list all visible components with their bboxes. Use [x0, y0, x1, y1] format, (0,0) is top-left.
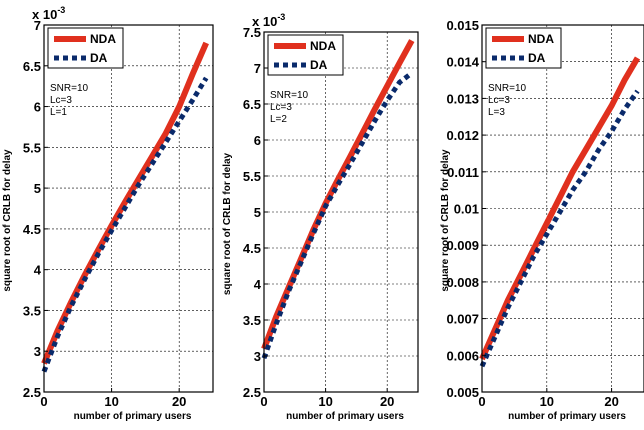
annotation: L=2 [270, 114, 287, 125]
annotation: L=1 [50, 107, 67, 118]
y-tick-label: 0.005 [446, 385, 479, 400]
y-tick-label: 0.007 [446, 312, 479, 327]
legend-label-nda: NDA [310, 39, 336, 53]
annotation: L=3 [488, 107, 505, 118]
y-tick-label: 4 [254, 277, 262, 292]
axis-exponent: x 10-3 [32, 5, 65, 22]
y-tick-label: 7.5 [243, 25, 261, 40]
legend-box [267, 34, 344, 76]
x-tick-label: 20 [172, 394, 186, 409]
x-tick-label: 20 [604, 394, 618, 409]
annotation: SNR=10 [270, 90, 309, 101]
y-tick-label: 0.008 [446, 275, 479, 290]
y-tick-label: 2.5 [243, 385, 261, 400]
y-tick-label: 5 [34, 181, 41, 196]
y-tick-label: 0.009 [446, 238, 479, 253]
y-tick-label: 2.5 [23, 385, 41, 400]
x-axis-label: number of primary users [286, 411, 404, 422]
y-tick-label: 0.015 [446, 18, 479, 33]
annotation: Lc=3 [488, 95, 510, 106]
series-line-nda [261, 39, 415, 350]
y-tick-label: 0.011 [447, 165, 479, 180]
y-tick-label: 6.5 [23, 59, 41, 74]
y-tick-label: 0.012 [446, 128, 479, 143]
x-tick-label: 0 [478, 394, 485, 409]
plot-frame [43, 24, 214, 393]
y-tick-label: 5.5 [243, 169, 261, 184]
y-tick-label: 3.5 [23, 303, 41, 318]
y-tick-label: 3.5 [243, 313, 261, 328]
panel-1: 2.5 3 3.5 4 4.5 5 5.5 6 6.5 7 0 10 20 x 10-3 number of… [2, 5, 214, 422]
x-axis-label: number of primary users [508, 411, 626, 422]
y-tick-label: 5.5 [23, 140, 41, 155]
series-line-da [41, 76, 209, 373]
panel-2: 2.5 3 3.5 4 4.5 5 5.5 6 6.5 7 7.5 0 10 20 x 10-3 number… [222, 12, 419, 422]
x-tick-label: 10 [318, 394, 332, 409]
legend-box [485, 27, 562, 69]
y-tick-label: 3 [254, 349, 261, 364]
x-tick-label: 10 [540, 394, 554, 409]
x-tick-label: 10 [104, 394, 118, 409]
x-tick-label: 0 [40, 394, 47, 409]
y-tick-label: 4 [34, 263, 42, 278]
y-tick-label: 0.014 [446, 55, 479, 70]
axis-exponent: x 10-3 [252, 12, 285, 29]
x-tick-label: 20 [380, 394, 394, 409]
y-tick-label: 5 [254, 205, 261, 220]
y-tick-label: 6 [254, 133, 261, 148]
legend-label-nda: NDA [528, 32, 554, 46]
x-tick-label: 0 [260, 394, 267, 409]
axis-exponent-power: -3 [277, 12, 285, 22]
y-tick-label: 7 [34, 18, 41, 33]
annotation: Lc=3 [270, 102, 292, 113]
y-tick-label: 7 [254, 61, 261, 76]
panel-3: 0.005 0.006 0.007 0.008 0.009 0.01 0.011 0.012 0… [440, 18, 644, 422]
series-line-nda [479, 56, 641, 361]
y-axis-label: square root of CRLB for delay [440, 149, 451, 292]
y-axis-label: square root of CRLB for delay [222, 152, 233, 295]
y-axis-label: square root of CRLB for delay [2, 149, 13, 292]
legend-label-da: DA [528, 51, 546, 65]
y-tick-label: 4.5 [243, 241, 261, 256]
axis-exponent-power: -3 [57, 5, 65, 15]
y-tick-label: 6 [34, 100, 41, 115]
y-tick-label: 0.01 [454, 202, 479, 217]
annotation: SNR=10 [50, 83, 89, 94]
legend-box [47, 27, 124, 69]
legend-label-da: DA [310, 58, 328, 72]
y-tick-label: 0.013 [446, 91, 479, 106]
legend-label-nda: NDA [90, 32, 116, 46]
annotation: SNR=10 [488, 83, 527, 94]
y-tick-label: 4.5 [23, 222, 41, 237]
x-axis-label: number of primary users [74, 411, 192, 422]
series-line-da [479, 89, 640, 368]
annotation: Lc=3 [50, 95, 72, 106]
y-tick-label: 3 [34, 344, 41, 359]
legend-label-da: DA [90, 51, 108, 65]
y-tick-label: 6.5 [243, 97, 261, 112]
y-tick-label: 0.006 [446, 348, 479, 363]
